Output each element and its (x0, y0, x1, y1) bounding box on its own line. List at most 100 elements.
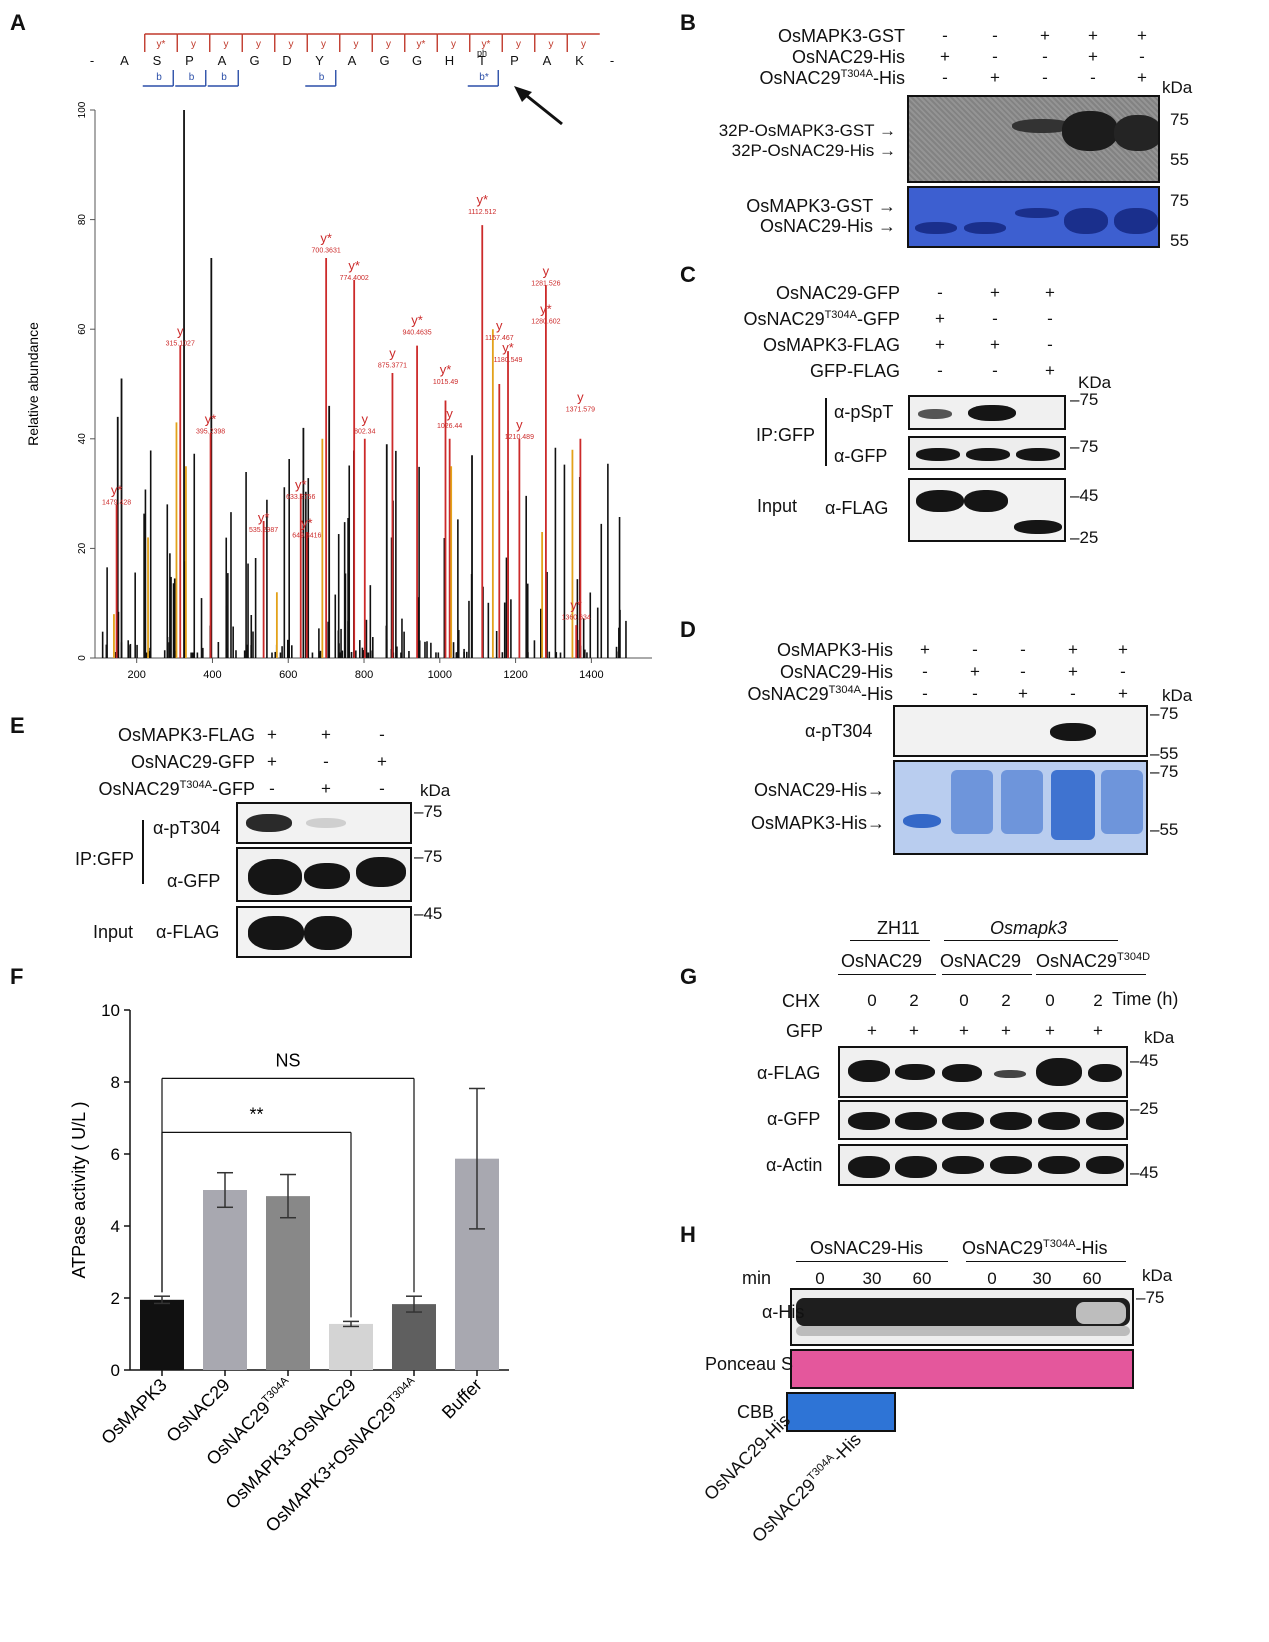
residue: P (510, 53, 519, 68)
ion-mz-value: 1180.549 (494, 357, 523, 364)
antibody-label-actin: α-Actin (766, 1155, 823, 1175)
band (796, 1326, 1130, 1336)
time-value: 2 (1093, 991, 1103, 1010)
x-tick-label: 800 (355, 669, 373, 681)
ion-annotation: y* (348, 258, 360, 273)
bracket (825, 398, 827, 466)
ion-mz-value: 1210.489 (505, 434, 534, 441)
plus-sign: + (1001, 1021, 1011, 1040)
ion-annotation: y* (320, 230, 332, 245)
panel-label-g: G (680, 964, 698, 989)
antibody-label-gfp: α-GFP (767, 1109, 821, 1129)
ion-annotation: y (446, 406, 453, 421)
y-ion-mark: y (321, 39, 326, 50)
ion-mz-value: 802.34 (354, 428, 376, 435)
western-blot-actin-g (838, 1144, 1128, 1186)
minus-sign: - (992, 26, 998, 45)
band (1062, 111, 1118, 151)
condition-label: OsNAC29-GFP (775, 283, 900, 303)
band (916, 448, 960, 461)
group-label-osnac29-his: OsNAC29-His (810, 1238, 924, 1258)
plus-sign: + (990, 335, 1000, 354)
condition-label: OsNAC29T304A-GFP (98, 779, 255, 799)
plus-sign: + (990, 283, 1000, 302)
ip-label: IP:GFP (75, 849, 135, 869)
band (990, 1156, 1032, 1174)
ponceau-label: Ponceau S (705, 1354, 794, 1374)
time-value: 30 (862, 1269, 882, 1288)
ion-annotation: y (543, 263, 550, 278)
ion-annotation: y (177, 324, 184, 339)
band (246, 814, 292, 832)
b-ion-mark: b (156, 72, 162, 83)
ion-mz-value: 1015.49 (433, 379, 458, 386)
minus-sign: - (379, 725, 385, 744)
kda-label: kDa (420, 781, 451, 800)
minus-sign: - (1047, 309, 1053, 328)
y-ion-mark: y (224, 39, 229, 50)
residue: T (478, 53, 486, 68)
minus-sign: - (972, 640, 978, 659)
plus-sign: + (321, 779, 331, 798)
band (1016, 448, 1060, 461)
ion-annotation: y* (295, 477, 307, 492)
time-grid: 0 +2 +0 +2 +0 +2 + (840, 991, 1140, 1041)
condition-label: OsNAC29-His (791, 47, 905, 67)
ion-mz-value: 875.3771 (378, 363, 407, 370)
ion-mz-value: 1360.634 (562, 615, 591, 622)
residue: H (445, 53, 454, 68)
y-ion-mark: y (451, 39, 456, 50)
western-blot-pt304-e (236, 802, 412, 844)
band (304, 916, 352, 950)
minus-sign: - (1042, 68, 1048, 87)
b-ion-mark: b* (479, 72, 489, 83)
condition-label: OsNAC29-GFP (130, 752, 255, 772)
y-tick-label: 80 (77, 214, 88, 226)
marker-75: –75 (1150, 762, 1179, 781)
plus-sign: + (1137, 68, 1147, 87)
marker-75: –75 (1136, 1288, 1165, 1307)
ion-annotation: y* (502, 340, 514, 355)
y-axis-label: Relative abundance (25, 322, 41, 446)
divider (942, 974, 1032, 975)
antibody-label-his: α-His (762, 1302, 805, 1322)
ion-mz-value: 940.4635 (402, 330, 431, 337)
residue: - (90, 53, 94, 68)
ion-annotation: y* (476, 192, 488, 207)
residue: Y (315, 53, 324, 68)
panel-label-f: F (10, 964, 24, 989)
x-tick-label: 600 (279, 669, 297, 681)
ion-annotation: y (389, 346, 396, 361)
residue: A (543, 53, 552, 68)
plus-sign: + (1045, 361, 1055, 380)
plus-sign: + (1137, 26, 1147, 45)
plus-sign: + (1118, 684, 1128, 703)
condition-label: OsMAPK3-His (776, 640, 893, 660)
band (1012, 119, 1072, 133)
min-label: min (742, 1268, 772, 1288)
bracket (142, 820, 144, 884)
y-ion-mark: y (549, 39, 554, 50)
construct-label-3: OsNAC29T304D (1036, 951, 1151, 971)
ion-mz-value: 535.2987 (249, 527, 278, 534)
western-blot-flag-e (236, 906, 412, 958)
panel-b-condition-grid: OsMAPK3-GST - - + + + OsNAC29-His + - - + - OsNAC29T… (700, 26, 1170, 92)
plus-sign: + (1093, 1021, 1103, 1040)
minus-sign: - (1120, 662, 1126, 681)
group-label-osmapk3: Osmapk3 (990, 918, 1068, 938)
plus-sign: + (1088, 26, 1098, 45)
band (964, 222, 1006, 234)
y-tick-label: 2 (111, 1289, 120, 1308)
y-tick-label: 6 (111, 1145, 120, 1164)
condition-label: OsNAC29T304A-His (759, 68, 905, 88)
kda-label: KDa (1078, 373, 1112, 392)
western-blot-flag-g (838, 1046, 1128, 1098)
marker-25: –25 (1070, 528, 1099, 547)
panel-label-a: A (10, 10, 26, 35)
marker-45: –45 (1130, 1163, 1159, 1182)
b-ion-mark: b (189, 72, 195, 83)
x-tick-label: 400 (203, 669, 221, 681)
residue: G (379, 53, 389, 68)
band (1076, 1302, 1126, 1324)
input-label: Input (757, 496, 798, 516)
